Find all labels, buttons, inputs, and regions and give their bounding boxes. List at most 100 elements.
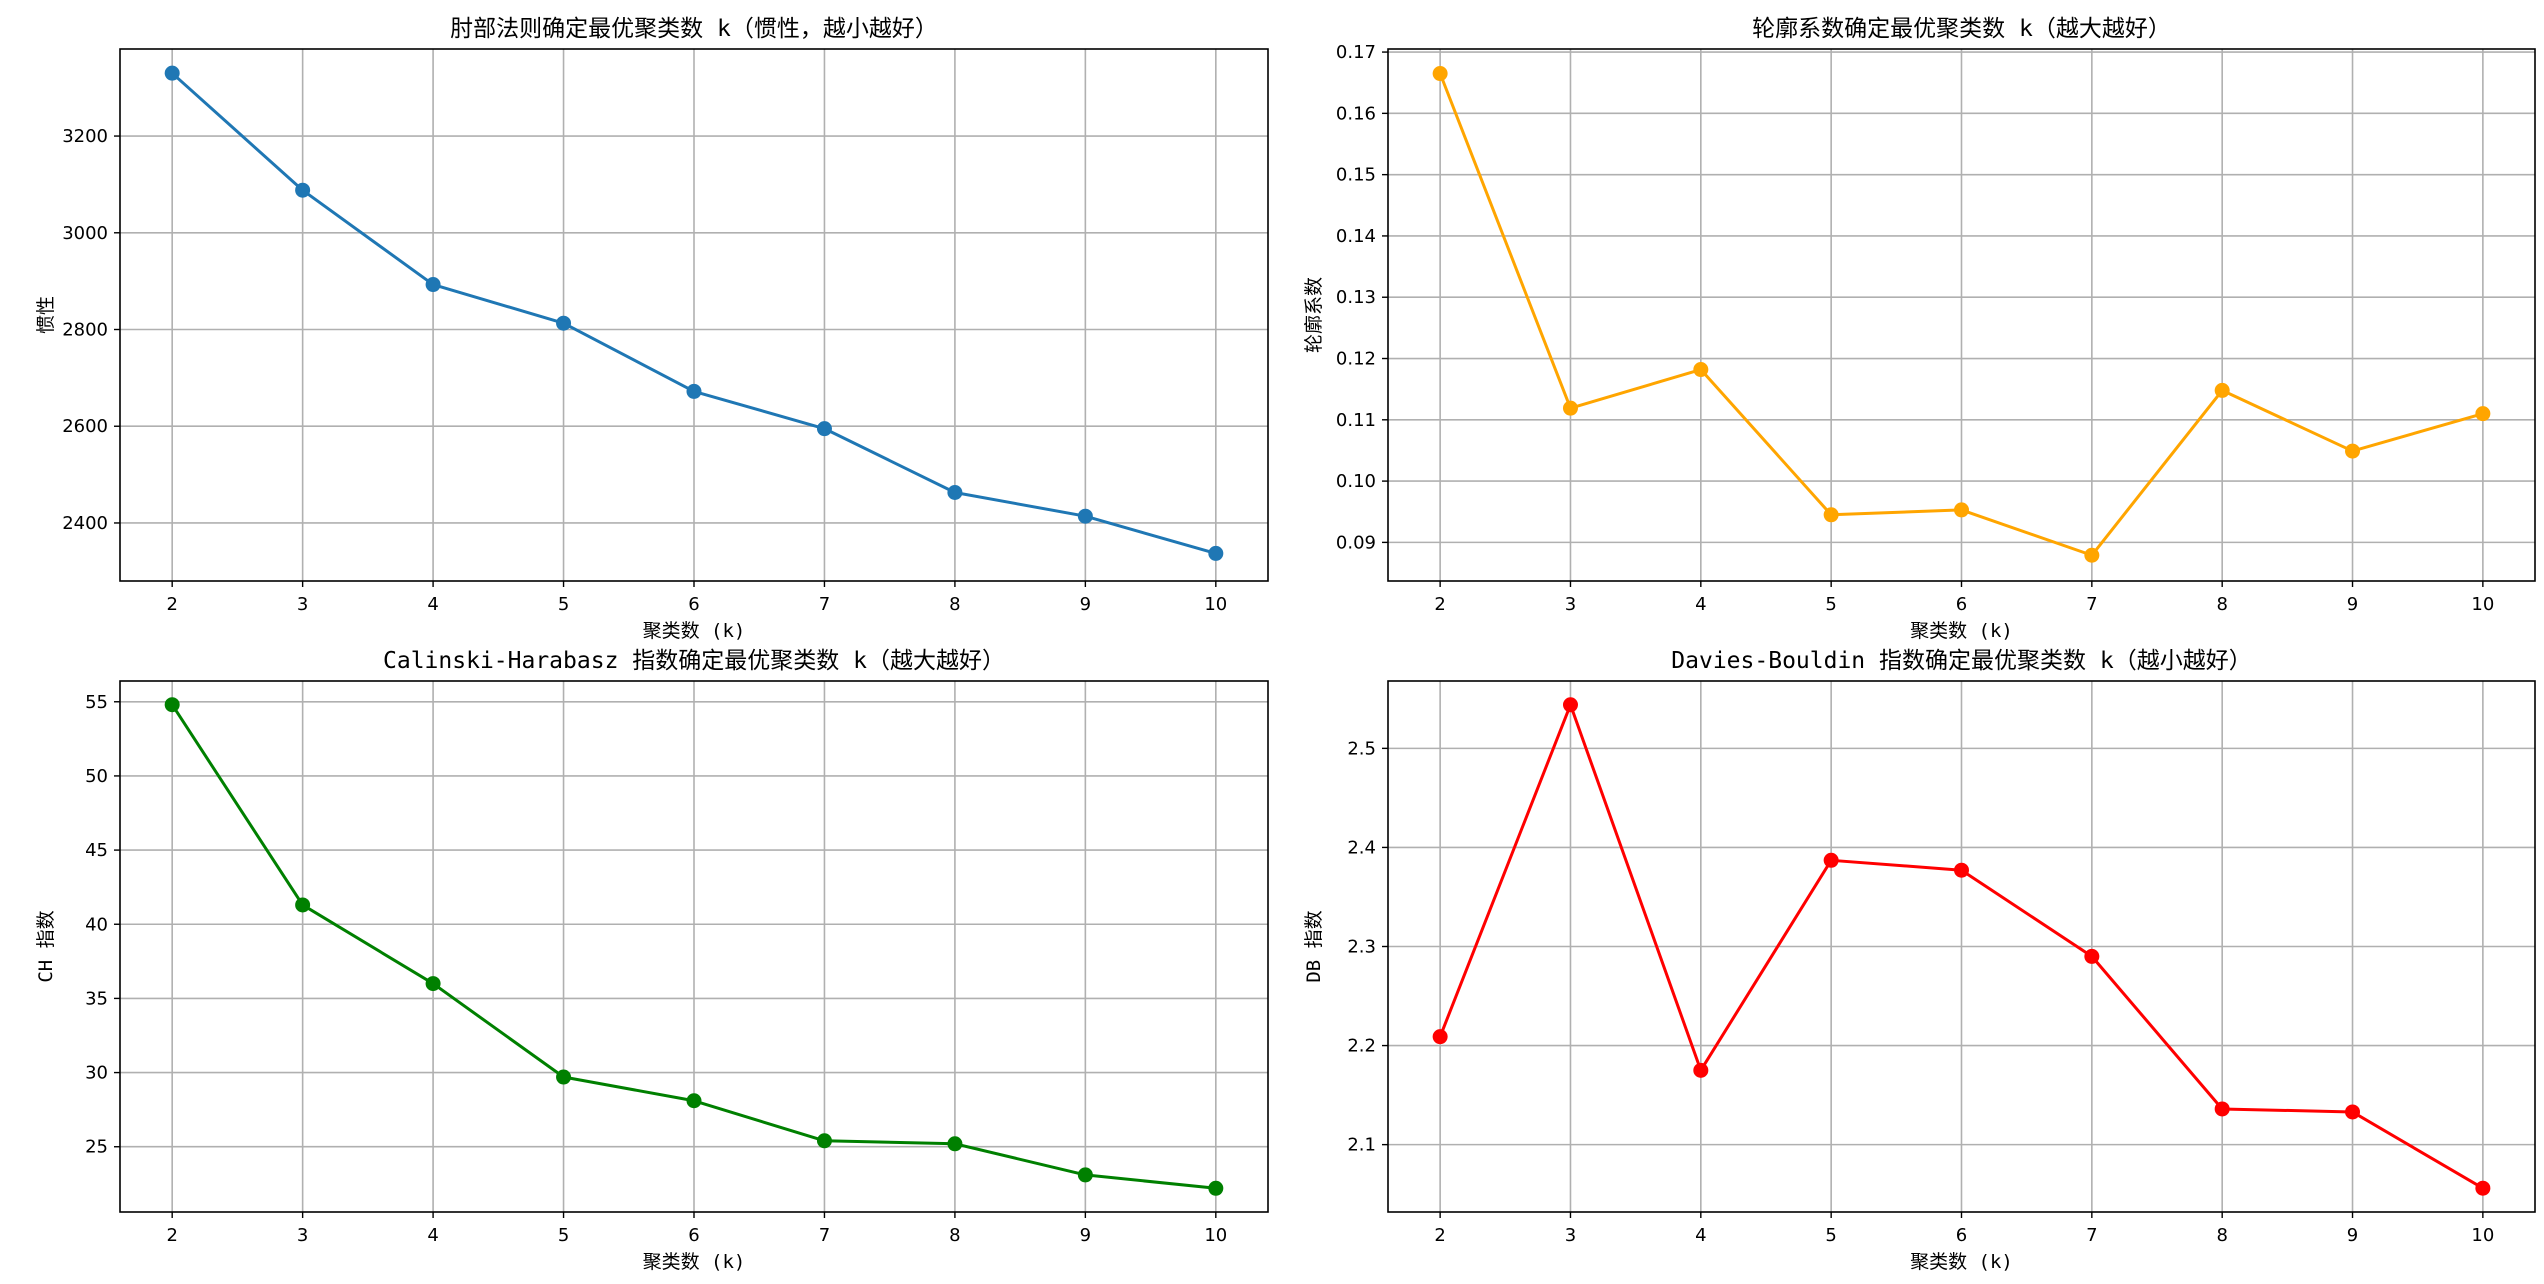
data-point — [164, 65, 180, 81]
x-tick-label: 6 — [688, 1225, 699, 1246]
data-point — [295, 182, 311, 198]
x-tick-label: 2 — [1434, 594, 1445, 615]
elbow-chart-panel: 2 3 4 5 6 7 8 9 10 2400 2600 2800 3000 3200 肘部法则确定最优聚类… — [35, 16, 1269, 642]
x-tick-label: 9 — [2347, 594, 2358, 615]
y-axis-label: 轮廓系数 — [1303, 277, 1325, 353]
x-tick-label: 2 — [166, 1225, 177, 1246]
data-point — [816, 421, 832, 437]
data-point — [686, 1093, 702, 1109]
y-tick-label: 0.12 — [1336, 349, 1376, 370]
x-tick-label: 8 — [2216, 1225, 2227, 1246]
data-point — [556, 1069, 572, 1085]
chart-title: Davies-Bouldin 指数确定最优聚类数 k（越小越好） — [1671, 648, 2251, 674]
data-point — [1077, 1167, 1093, 1183]
x-tick-label: 4 — [1695, 1225, 1706, 1246]
y-tick-label: 0.13 — [1336, 287, 1376, 308]
silhouette-chart-panel: 2 3 4 5 6 7 8 9 10 0.09 0.10 0.11 0.12 0.13 0.14 0.15 0.… — [1303, 16, 2536, 642]
x-axis-label: 聚类数 (k) — [643, 620, 746, 642]
y-tick-label: 40 — [85, 914, 108, 935]
y-axis-label: CH 指数 — [35, 910, 57, 982]
data-point — [1432, 66, 1448, 82]
y-tick-label: 2.4 — [1347, 837, 1376, 858]
y-tick-label: 2.3 — [1347, 937, 1376, 958]
x-tick-label: 9 — [1080, 594, 1091, 615]
x-tick-label: 10 — [1204, 1225, 1227, 1246]
x-tick-label: 8 — [949, 594, 960, 615]
data-point — [2214, 382, 2230, 398]
axes-frame — [119, 680, 1269, 1213]
y-tick-label: 30 — [85, 1063, 108, 1084]
x-tick-label: 3 — [297, 594, 308, 615]
x-tick-label: 9 — [2347, 1225, 2358, 1246]
data-point — [1208, 545, 1224, 561]
data-point — [1693, 362, 1709, 378]
data-point — [1208, 1180, 1224, 1196]
x-tick-label: 6 — [1956, 1225, 1967, 1246]
x-tick-label: 10 — [2471, 594, 2494, 615]
data-point — [425, 976, 441, 992]
y-axis-label: DB 指数 — [1303, 910, 1325, 982]
x-tick-label: 2 — [166, 594, 177, 615]
y-tick-label: 0.14 — [1336, 226, 1376, 247]
calinski-harabasz-chart-panel: 2 3 4 5 6 7 8 9 1025303540455055Calinski-Harabas… — [35, 648, 1269, 1273]
y-tick-label: 0.15 — [1336, 165, 1376, 186]
axes-frame — [1387, 48, 2536, 582]
data-point — [2214, 1101, 2230, 1117]
y-tick-label: 2.2 — [1347, 1036, 1376, 1057]
data-point — [816, 1133, 832, 1149]
data-point — [425, 277, 441, 293]
davies-bouldin-chart-panel: 2 3 4 5 6 7 8 9 10 2.1 2.2 2.3 2.4 2.5 Davies-Bouldin … — [1303, 648, 2536, 1273]
x-tick-label: 5 — [558, 1225, 569, 1246]
axes-frame — [119, 48, 1269, 582]
data-point — [1432, 1029, 1448, 1045]
y-tick-label: 0.10 — [1336, 471, 1376, 492]
y-tick-label: 0.09 — [1336, 532, 1376, 553]
x-tick-label: 4 — [1695, 594, 1706, 615]
x-tick-label: 2 — [1434, 1225, 1445, 1246]
chart-title: 轮廓系数确定最优聚类数 k（越大越好） — [1752, 16, 2171, 42]
y-tick-label: 50 — [85, 766, 108, 787]
x-tick-label: 8 — [2216, 594, 2227, 615]
data-point — [1823, 507, 1839, 523]
data-point — [1562, 697, 1578, 713]
data-point — [947, 484, 963, 500]
y-tick-label: 2600 — [62, 416, 108, 437]
x-tick-label: 6 — [688, 594, 699, 615]
x-axis-label: 聚类数 (k) — [1910, 620, 2013, 642]
x-tick-label: 6 — [1956, 594, 1967, 615]
data-point — [295, 897, 311, 913]
x-axis-label: 聚类数 (k) — [1910, 1251, 2013, 1273]
y-tick-label: 2.5 — [1347, 738, 1376, 759]
x-tick-label: 4 — [427, 1225, 438, 1246]
y-tick-label: 45 — [85, 840, 108, 861]
axes-frame — [1387, 680, 2536, 1213]
data-point — [1562, 400, 1578, 416]
y-tick-label: 55 — [85, 692, 108, 713]
y-tick-label: 2.1 — [1347, 1135, 1376, 1156]
x-tick-label: 3 — [1565, 1225, 1576, 1246]
y-tick-label: 35 — [85, 988, 108, 1009]
y-tick-label: 0.16 — [1336, 103, 1376, 124]
data-point — [947, 1136, 963, 1152]
chart-title: 肘部法则确定最优聚类数 k（惯性，越小越好） — [450, 16, 938, 42]
x-tick-label: 7 — [819, 594, 830, 615]
x-tick-label: 3 — [1565, 594, 1576, 615]
data-point — [2345, 443, 2361, 459]
x-axis-label: 聚类数 (k) — [643, 1251, 746, 1273]
data-point — [2345, 1104, 2361, 1120]
data-point — [1954, 862, 1969, 878]
data-point — [1954, 502, 1969, 518]
y-tick-label: 3000 — [62, 223, 108, 244]
y-axis-label: 惯性 — [35, 296, 57, 334]
data-point — [1823, 852, 1839, 868]
data-point — [1077, 508, 1093, 524]
x-tick-label: 7 — [2086, 1225, 2097, 1246]
x-tick-label: 7 — [2086, 594, 2097, 615]
y-tick-label: 2400 — [62, 513, 108, 534]
data-point — [2475, 406, 2491, 422]
x-tick-label: 7 — [819, 1225, 830, 1246]
y-tick-label: 0.17 — [1336, 42, 1376, 63]
x-tick-label: 9 — [1080, 1225, 1091, 1246]
x-tick-label: 8 — [949, 1225, 960, 1246]
